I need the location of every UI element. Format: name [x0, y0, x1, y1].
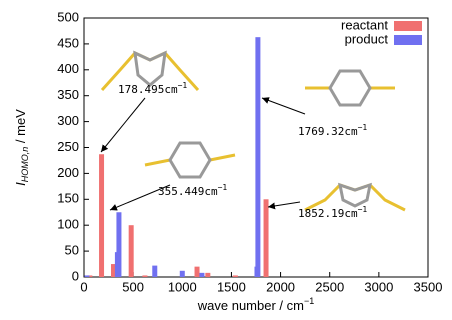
annotation-arrow [262, 98, 305, 114]
annotation: 1852.19cm−1 [298, 205, 367, 221]
y-tick-label: 150 [57, 191, 79, 206]
bar [255, 37, 260, 277]
page: {"chart_data": {"type": "bar", "y_label"… [0, 0, 452, 320]
bar [116, 212, 121, 277]
y-label-subscript: HOMO,n [20, 147, 30, 183]
x-label-superscript: −1 [304, 296, 314, 306]
annotation: 355.449cm−1 [158, 183, 227, 199]
bar [233, 275, 238, 277]
y-tick-label: 100 [57, 217, 79, 232]
y-tick-label: 250 [57, 139, 79, 154]
y-tick-label: 300 [57, 113, 79, 128]
x-tick-label: 3500 [414, 279, 443, 294]
annotation-text: 1852.19cm [298, 207, 358, 220]
annotation: 178.495cm−1 [118, 81, 187, 97]
annotation-text: 355.449cm [158, 185, 218, 198]
annotation-text: 1769.32cm [298, 125, 358, 138]
annotation-superscript: −1 [178, 81, 188, 90]
bar [142, 275, 147, 277]
y-tick-label: 350 [57, 87, 79, 102]
y-tick-label: 200 [57, 165, 79, 180]
annotation-arrow [101, 98, 145, 152]
x-tick-label: 2500 [315, 279, 344, 294]
x-axis-label: wave number / cm−1 [197, 296, 314, 313]
bar [195, 267, 200, 277]
annotation-arrow [268, 202, 300, 207]
bar [152, 266, 157, 277]
annotation: 1769.32cm−1 [298, 123, 367, 139]
x-tick-label: 0 [80, 279, 87, 294]
x-tick-label: 500 [122, 279, 144, 294]
x-tick-label: 3000 [364, 279, 393, 294]
y-axis-label: IHOMO,n / meV [13, 109, 30, 186]
bar [129, 225, 134, 277]
molecule-product-2 [145, 143, 235, 177]
y-label-unit: / meV [13, 109, 28, 147]
bar [180, 271, 185, 277]
bar [199, 273, 204, 277]
chart: 0 50 100 150 200 250 300 350 400 450 500 0 500 1000 15… [0, 0, 452, 320]
annotation-superscript: −1 [358, 123, 368, 132]
x-tick-label: 2000 [266, 279, 295, 294]
x-tick-label: 1500 [217, 279, 246, 294]
y-tick-label: 400 [57, 61, 79, 76]
molecule-product-1 [305, 71, 395, 105]
y-tick-label: 0 [72, 268, 79, 283]
annotation-superscript: −1 [218, 183, 228, 192]
legend-swatch [394, 21, 422, 31]
bar [205, 273, 210, 277]
bar [84, 275, 89, 277]
legend-label: product [345, 31, 389, 46]
molecule-drawings [102, 53, 405, 210]
y-tick-label: 50 [65, 243, 79, 258]
bar [99, 154, 104, 277]
x-label-main: wave number / cm [197, 298, 304, 313]
legend-swatch [394, 35, 422, 45]
y-tick-label: 450 [57, 35, 79, 50]
bar [264, 199, 269, 277]
annotation-text: 178.495cm [118, 83, 178, 96]
x-tick-label: 1000 [168, 279, 197, 294]
legend-label: reactant [341, 17, 388, 32]
annotation-superscript: −1 [358, 205, 368, 214]
y-tick-label: 500 [57, 9, 79, 24]
